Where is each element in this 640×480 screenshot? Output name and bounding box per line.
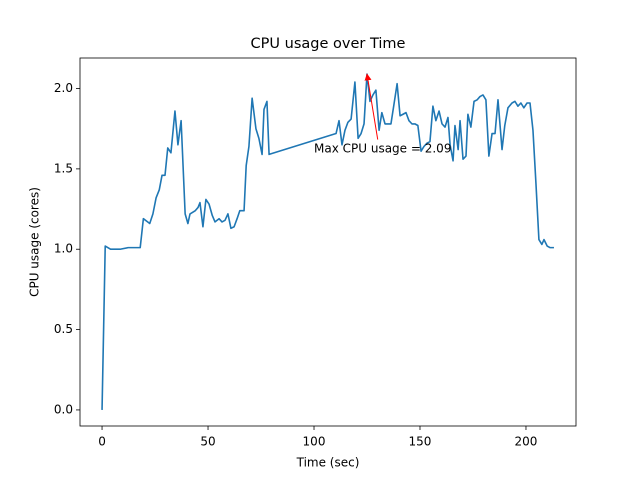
- y-axis-label: CPU usage (cores): [28, 187, 42, 297]
- x-tick-label: 50: [200, 435, 215, 449]
- y-tick-label: 2.0: [54, 81, 73, 95]
- y-tick-label: 1.5: [54, 161, 73, 175]
- plot-frame: [79, 57, 577, 427]
- x-tick-label: 100: [303, 435, 326, 449]
- annotation-arrow: [364, 73, 379, 140]
- y-tick-label: 1.0: [54, 242, 73, 256]
- y-tick-label: 0.5: [54, 322, 73, 336]
- x-tick-label: 0: [98, 435, 106, 449]
- annotation-text: Max CPU usage = 2.09: [314, 142, 451, 156]
- chart-title: CPU usage over Time: [251, 36, 406, 52]
- y-tick-label: 0.0: [54, 402, 73, 416]
- x-tick-label: 200: [515, 435, 538, 449]
- x-axis-label: Time (sec): [296, 456, 360, 470]
- data-line: [101, 73, 554, 410]
- x-tick-label: 150: [409, 435, 432, 449]
